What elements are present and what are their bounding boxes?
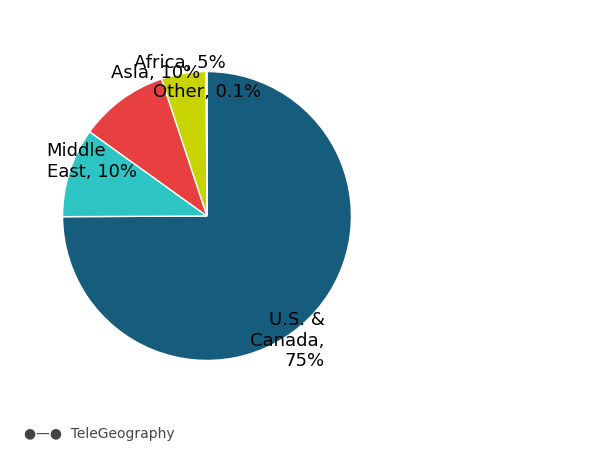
Wedge shape xyxy=(62,72,352,360)
Wedge shape xyxy=(89,79,207,216)
Wedge shape xyxy=(206,72,207,216)
Text: Other, 0.1%: Other, 0.1% xyxy=(154,83,262,101)
Text: ●—●  TeleGeography: ●—● TeleGeography xyxy=(24,427,175,441)
Wedge shape xyxy=(62,132,207,217)
Text: Middle
East, 10%: Middle East, 10% xyxy=(47,142,137,181)
Wedge shape xyxy=(161,72,207,216)
Text: U.S. &
Canada,
75%: U.S. & Canada, 75% xyxy=(250,311,325,370)
Text: Asia, 10%: Asia, 10% xyxy=(110,64,200,82)
Text: Africa, 5%: Africa, 5% xyxy=(134,54,226,72)
